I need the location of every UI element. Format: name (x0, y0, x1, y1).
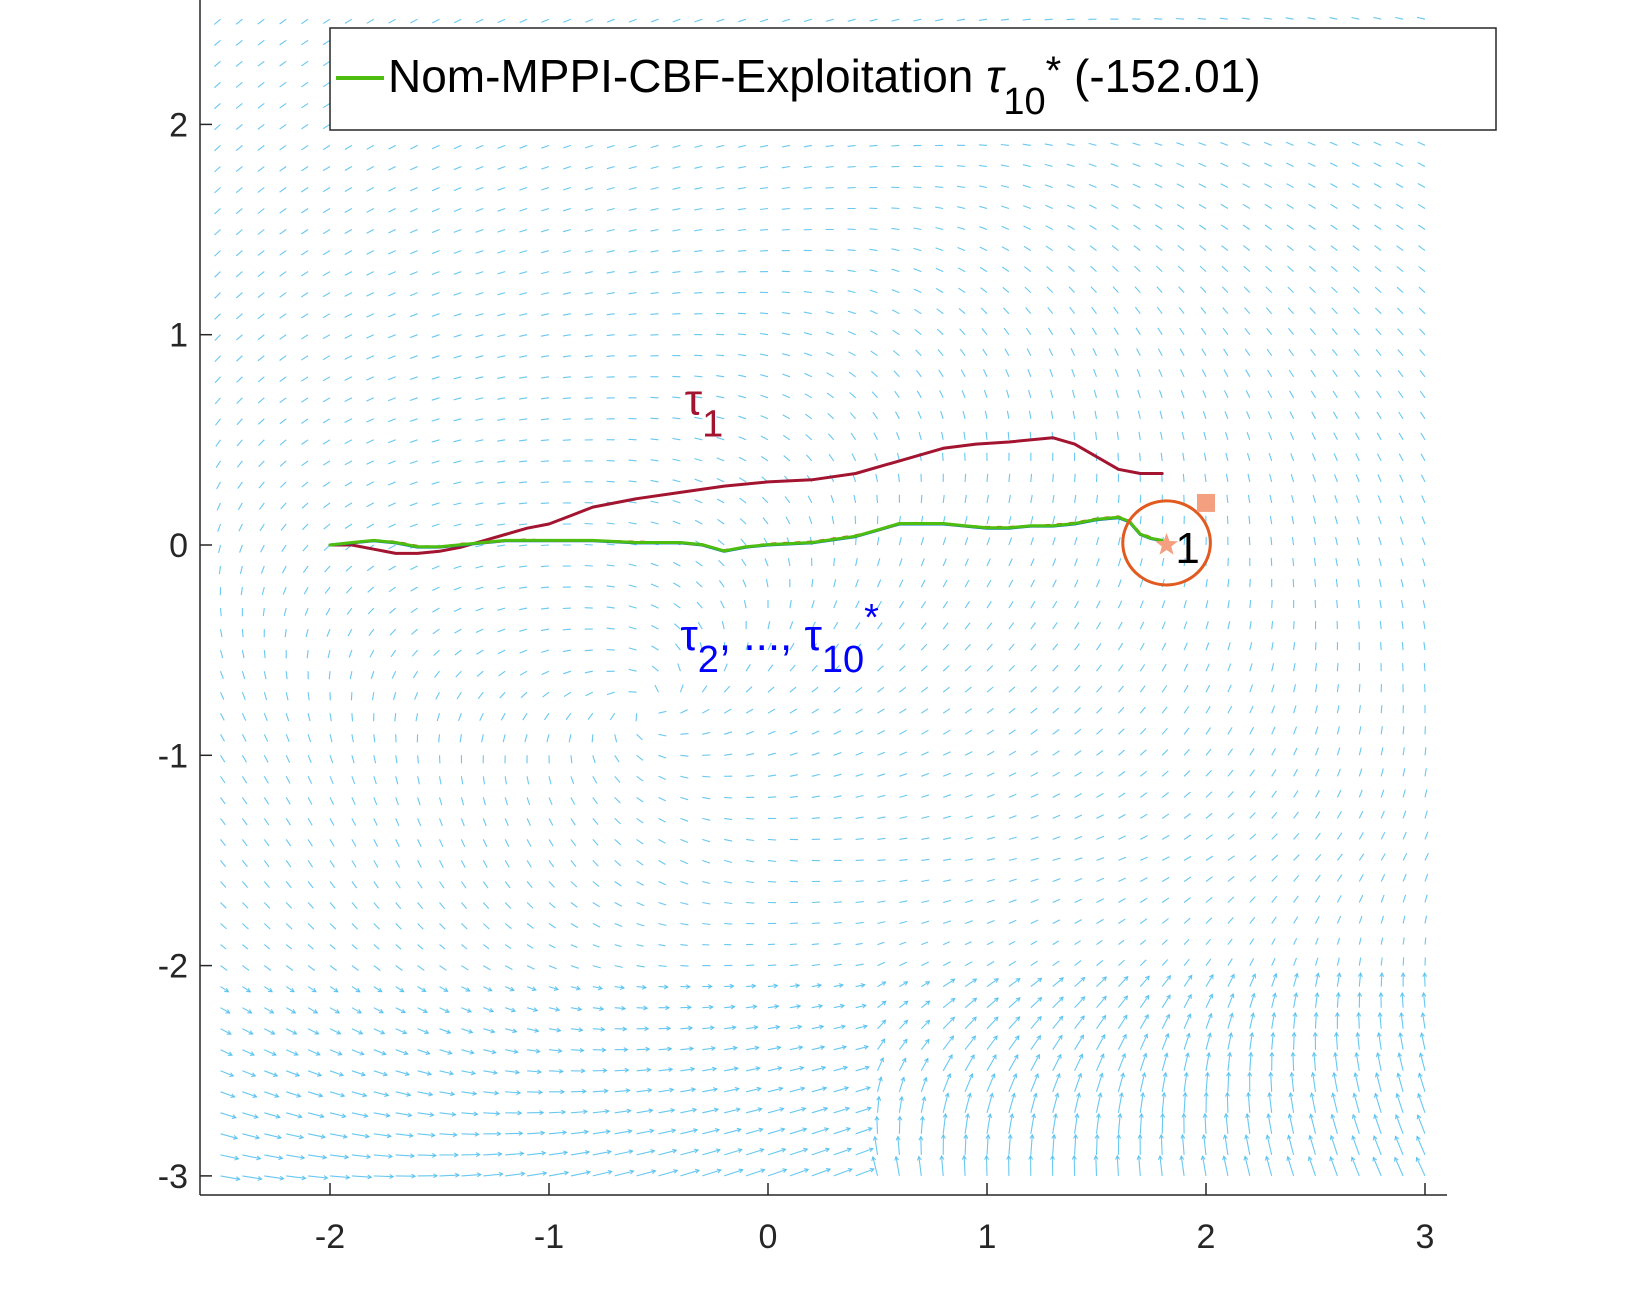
legend-box (329, 27, 1497, 131)
annotation-tau-rest: τ2, ..., τ10* (680, 597, 879, 681)
legend-sub: 10 (1003, 81, 1045, 123)
goal-label: 1 (1175, 524, 1199, 573)
marker-layer (1121, 493, 1215, 587)
annotation-sub-1: 2 (698, 639, 719, 681)
legend-prefix: Nom-MPPI-CBF-Exploitation (388, 50, 986, 102)
x-tick-label: 3 (1416, 1218, 1435, 1256)
legend-symbol: τ (986, 50, 1006, 102)
x-tick-label: 2 (1197, 1218, 1216, 1256)
annotation-tau1-symbol: τ (685, 376, 703, 425)
y-tick-label: -1 (158, 737, 188, 775)
annotation-tau1-sub: 1 (702, 404, 723, 446)
series-line-4 (328, 515, 1164, 553)
annotation-middle: , ..., (719, 611, 805, 660)
annotation-sub-2: 10 (822, 639, 864, 681)
legend: Nom-MPPI-CBF-Exploitation τ10* (-152.01) (329, 27, 1497, 131)
y-tick-label: -3 (158, 1158, 188, 1196)
quiver-arrowheads (224, 971, 1428, 1182)
annotation-tau1: τ1 (685, 376, 724, 446)
square-marker (1197, 493, 1215, 512)
star-marker (1155, 533, 1178, 555)
x-tick-label: 1 (978, 1218, 997, 1256)
y-tick-label: 2 (169, 106, 188, 144)
quiver-arrows (213, 16, 1429, 1180)
annotation-symbol-2: τ (805, 611, 823, 660)
legend-sup: * (1046, 49, 1062, 93)
y-tick-label: 1 (169, 317, 188, 355)
annotation-sup-2: * (864, 597, 879, 639)
quiver-field (213, 16, 1429, 1182)
annotation-symbol-1: τ (680, 611, 698, 660)
x-tick-label: -1 (534, 1218, 564, 1256)
legend-label: Nom-MPPI-CBF-Exploitation τ10* (-152.01) (388, 49, 1261, 123)
x-tick-label: 0 (759, 1218, 778, 1256)
series-line-1 (328, 436, 1164, 555)
legend-suffix: (-152.01) (1061, 50, 1260, 102)
series-layer (328, 436, 1164, 555)
y-tick-label: 0 (169, 527, 188, 565)
y-tick-label: -2 (158, 948, 188, 986)
goal-circle (1121, 499, 1212, 587)
x-tick-label: -2 (315, 1218, 345, 1256)
